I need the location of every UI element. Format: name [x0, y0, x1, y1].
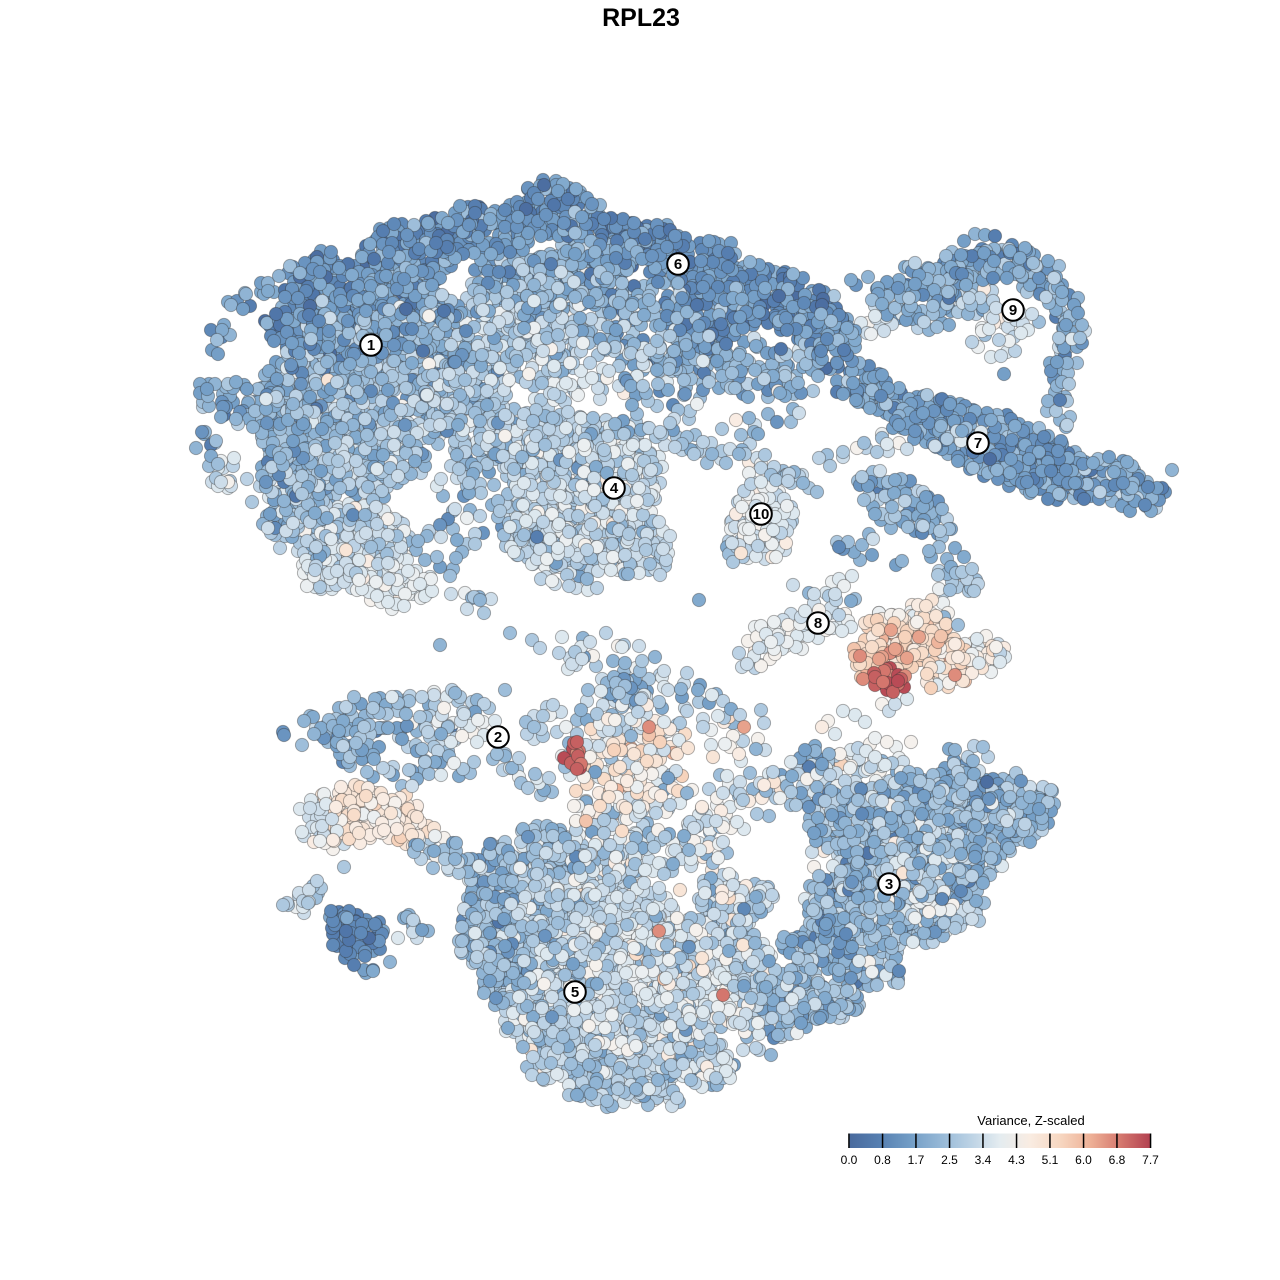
svg-text:RPL23: RPL23 [602, 4, 680, 32]
